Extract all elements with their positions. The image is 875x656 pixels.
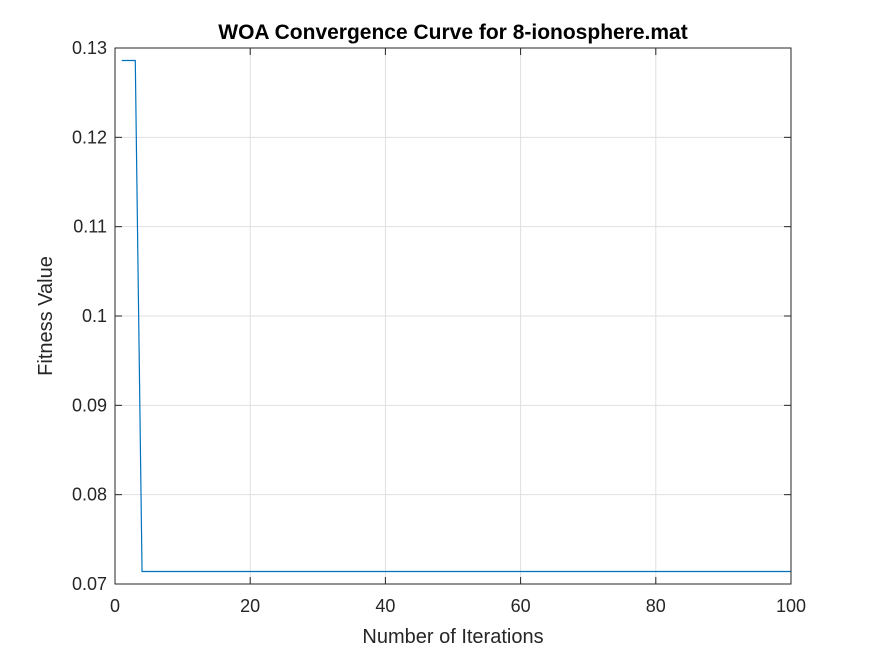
- y-tick-label: 0.11: [73, 217, 107, 237]
- series-layer: [121, 59, 791, 573]
- y-tick-label: 0.12: [72, 127, 107, 147]
- y-tick-labels: 0.07 0.08 0.09 0.1 0.11 0.12 0.13: [72, 38, 107, 594]
- x-tick-labels: 0 20 40 60 80 100: [110, 596, 806, 616]
- x-tick-label: 100: [776, 596, 806, 616]
- y-tick-label: 0.09: [72, 395, 107, 415]
- y-tick-label: 0.08: [72, 485, 107, 505]
- x-tick-label: 80: [646, 596, 666, 616]
- y-axis-label: Fitness Value: [35, 256, 57, 376]
- x-tick-label: 60: [511, 596, 531, 616]
- y-tick-label: 0.13: [72, 38, 107, 58]
- x-tick-label: 0: [110, 596, 120, 616]
- chart-title: WOA Convergence Curve for 8-ionosphere.m…: [218, 21, 687, 44]
- y-tick-label: 0.07: [72, 574, 107, 594]
- convergence-series-line: [121, 59, 791, 573]
- x-axis-label: Number of Iterations: [362, 626, 543, 648]
- axis-ticks: [114, 47, 792, 585]
- x-tick-label: 20: [240, 596, 260, 616]
- x-tick-label: 40: [375, 596, 395, 616]
- y-tick-label: 0.1: [82, 306, 107, 326]
